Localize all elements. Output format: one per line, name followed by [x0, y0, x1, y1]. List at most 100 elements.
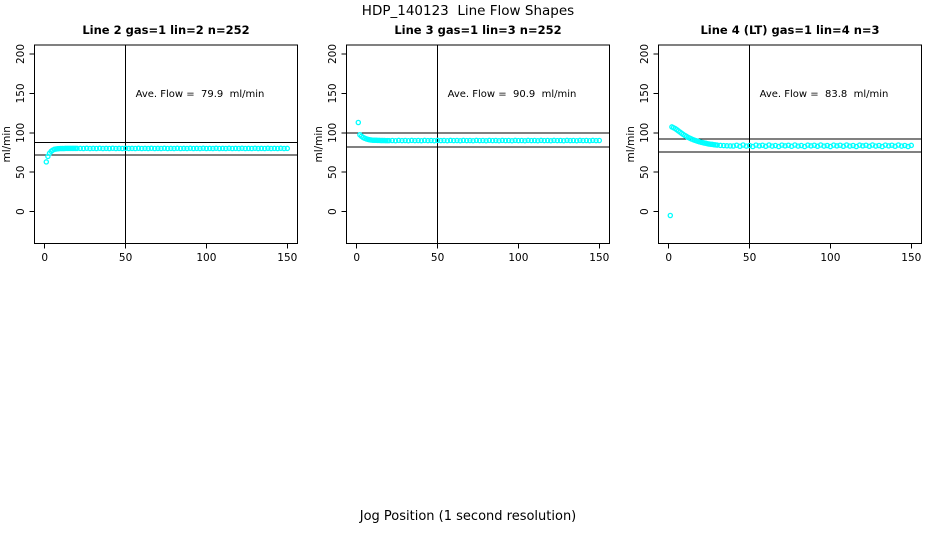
- data-point: [463, 137, 470, 144]
- data-point: [528, 137, 535, 144]
- data-point: [560, 137, 567, 144]
- data-point: [824, 142, 830, 149]
- data-point: [284, 145, 291, 152]
- data-point: [564, 137, 570, 144]
- x-tick-label: 0: [353, 252, 360, 264]
- data-point: [834, 143, 840, 149]
- data-point: [577, 137, 583, 144]
- plot-box: [658, 44, 922, 244]
- data-point: [570, 137, 577, 144]
- ave-flow-annotation: Ave. Flow = 90.9 ml/min: [448, 89, 577, 100]
- y-tick-label: 50: [15, 166, 27, 179]
- data-point: [106, 145, 113, 152]
- y-tick-label: 0: [639, 208, 651, 215]
- x-tick-label: 0: [665, 252, 672, 264]
- data-point: [473, 137, 480, 144]
- data-point: [274, 145, 281, 152]
- x-tick-label: 100: [820, 252, 840, 264]
- data-point: [489, 137, 496, 144]
- data-point: [408, 137, 415, 144]
- data-point: [512, 137, 518, 144]
- data-point: [450, 137, 457, 144]
- data-point: [418, 137, 425, 144]
- data-point: [434, 137, 441, 144]
- y-tick-label: 50: [327, 166, 339, 179]
- data-point: [389, 137, 396, 144]
- data-point: [193, 145, 200, 152]
- data-point: [187, 145, 194, 152]
- y-tick-label: 150: [639, 83, 651, 103]
- data-point: [164, 145, 171, 152]
- data-point: [714, 142, 720, 148]
- y-tick-label: 0: [327, 208, 339, 215]
- x-tick-label: 150: [589, 252, 609, 264]
- data-point: [808, 143, 814, 149]
- data-point: [724, 143, 730, 149]
- data-point: [885, 143, 892, 149]
- data-point: [447, 137, 454, 144]
- data-point: [541, 137, 548, 144]
- panel-title: Line 4 (LT) gas=1 lin=4 n=3: [700, 23, 879, 37]
- data-point: [200, 145, 206, 152]
- data-point: [232, 145, 239, 152]
- data-point: [395, 137, 402, 144]
- data-point: [103, 145, 109, 152]
- data-point: [502, 137, 509, 144]
- data-point: [415, 137, 421, 144]
- data-point: [268, 145, 274, 152]
- data-point: [525, 137, 531, 144]
- data-point: [216, 145, 223, 152]
- data-point: [142, 145, 148, 152]
- data-point: [113, 145, 119, 152]
- data-point: [522, 137, 528, 144]
- data-point: [229, 145, 236, 152]
- data-point: [467, 137, 473, 144]
- data-point: [190, 145, 197, 152]
- data-point: [177, 145, 184, 152]
- data-point: [486, 137, 493, 144]
- data-point: [779, 142, 785, 148]
- y-axis: 0 50 100 150 200: [639, 44, 659, 215]
- x-tick-label: 50: [431, 252, 444, 264]
- data-point: [236, 145, 242, 152]
- data-point: [132, 145, 139, 152]
- data-point: [116, 145, 122, 152]
- y-tick-label: 0: [15, 208, 27, 215]
- data-point: [805, 142, 811, 148]
- data-point: [96, 145, 103, 152]
- data-point: [203, 145, 210, 152]
- data-point: [795, 143, 801, 149]
- data-point: [499, 137, 506, 144]
- data-point: [782, 143, 788, 149]
- data-point: [100, 145, 106, 152]
- data-point: [876, 142, 882, 149]
- data-point: [505, 137, 512, 144]
- data-point: [405, 137, 412, 144]
- y-tick-label: 100: [15, 123, 27, 143]
- y-tick-label: 50: [639, 166, 651, 179]
- panel-title: Line 2 gas=1 lin=2 n=252: [82, 23, 249, 37]
- data-point: [586, 137, 593, 144]
- data-point: [908, 142, 915, 149]
- data-point: [399, 137, 405, 144]
- data-point: [151, 145, 158, 152]
- data-point: [457, 137, 463, 144]
- data-point: [265, 145, 271, 152]
- data-point: [93, 145, 100, 152]
- data-point: [830, 142, 837, 148]
- data-point: [580, 137, 586, 144]
- data-point: [470, 137, 476, 144]
- data-point: [87, 145, 93, 152]
- data-point: [171, 145, 177, 152]
- data-point: [421, 137, 428, 144]
- x-axis: 0 50 100 150: [41, 243, 297, 264]
- data-point: [239, 145, 245, 152]
- data-point: [248, 145, 255, 152]
- data-point: [129, 145, 135, 152]
- y-tick-label: 200: [327, 44, 339, 64]
- data-point: [567, 137, 573, 144]
- y-tick-label: 100: [639, 123, 651, 143]
- y-tick-label: 100: [327, 123, 339, 143]
- data-point: [386, 137, 392, 144]
